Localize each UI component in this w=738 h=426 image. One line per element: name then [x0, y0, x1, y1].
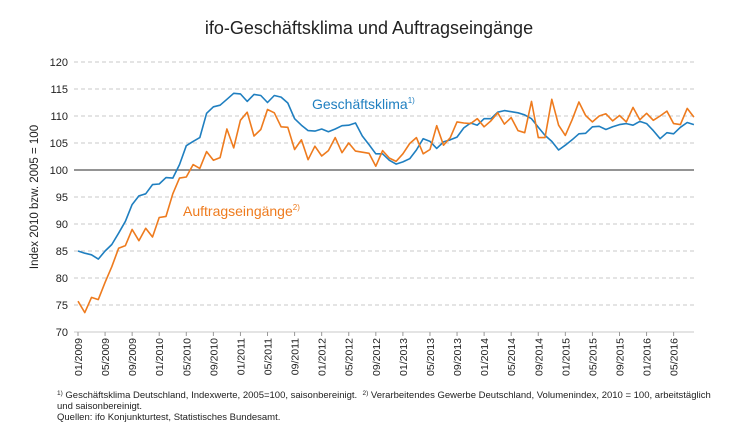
footnote-sources: Quellen: ifo Konjunkturtest, Statistisch… — [57, 412, 281, 423]
y-axis-label: Index 2010 bzw. 2005 = 100 — [29, 125, 41, 269]
x-tick-label: 09/2015 — [614, 338, 626, 376]
x-tick-label: 05/2010 — [181, 338, 193, 376]
footnote-2: 2) Verarbeitendes Gewerbe Deutschland, V… — [57, 390, 711, 412]
x-tick-label: 09/2009 — [127, 338, 139, 376]
y-tick-label: 105 — [50, 138, 68, 150]
series-label-geschaeftsklima: Geschäftsklima1) — [312, 96, 415, 112]
y-tick-label: 85 — [56, 246, 68, 258]
x-tick-label: 01/2014 — [479, 338, 491, 376]
x-tick-label: 05/2009 — [100, 338, 112, 376]
x-tick-label: 01/2015 — [560, 338, 572, 376]
y-tick-label: 115 — [50, 84, 68, 96]
x-tick-label: 01/2013 — [398, 338, 410, 376]
y-tick-label: 100 — [50, 165, 68, 177]
series-line-auftragseingaenge — [77, 98, 695, 314]
series-label-auftragseingaenge: Auftragseingänge2) — [183, 203, 300, 219]
x-tick-label: 09/2010 — [208, 338, 220, 376]
x-tick-label: 05/2014 — [506, 338, 518, 376]
x-tick-label: 05/2012 — [344, 338, 356, 376]
x-tick-label: 01/2010 — [154, 338, 166, 376]
y-tick-label: 95 — [56, 192, 68, 204]
series-line-geschaeftsklima — [77, 92, 695, 260]
x-tick-label: 01/2012 — [317, 338, 329, 376]
y-tick-label: 110 — [50, 111, 68, 123]
x-tick-label: 09/2014 — [533, 338, 545, 376]
x-tick-label: 09/2011 — [290, 338, 302, 375]
y-tick-label: 75 — [56, 300, 68, 312]
x-tick-label: 01/2011 — [235, 338, 247, 375]
y-tick-label: 120 — [50, 57, 68, 69]
x-tick-label: 05/2013 — [425, 338, 437, 376]
footnotes: 1) Geschäftsklima Deutschland, Indexwert… — [57, 388, 717, 423]
chart: 70 75 80 85 90 95 100 105 110 115 120 Index 2010 bz… — [29, 57, 695, 376]
chart-title: ifo-Geschäftsklima und Auftragseingänge — [204, 18, 534, 38]
x-tick-label: 01/2009 — [73, 338, 85, 376]
x-tick-label: 09/2012 — [371, 338, 383, 376]
y-tick-label: 90 — [56, 219, 68, 231]
x-tick-label: 05/2016 — [669, 338, 681, 376]
x-tick-label: 01/2016 — [642, 338, 654, 376]
x-tick-label: 09/2013 — [452, 338, 464, 376]
x-tick-label: 05/2015 — [587, 338, 599, 376]
footnote-1: 1) Geschäftsklima Deutschland, Indexwert… — [57, 390, 358, 401]
x-tick-label: 05/2011 — [263, 338, 275, 375]
y-tick-label: 80 — [56, 273, 68, 285]
y-tick-label: 70 — [56, 327, 68, 339]
